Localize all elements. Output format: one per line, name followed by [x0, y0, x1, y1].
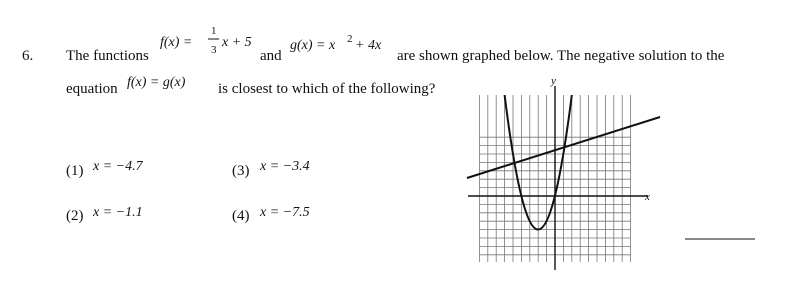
choice-label: (2) — [66, 208, 84, 224]
choice-label: (4) — [232, 208, 250, 224]
math: 3 — [211, 44, 217, 56]
choice-label: (3) — [232, 163, 250, 179]
text: and — [260, 48, 282, 64]
math: 1 — [211, 25, 217, 37]
text: are shown graphed below. The negative so… — [397, 48, 725, 64]
parabola-graph — [503, 94, 573, 231]
axis-label: y — [550, 75, 556, 87]
text: is closest to which of the following? — [218, 81, 436, 97]
axis-label: x — [644, 191, 650, 203]
math: x + 5 — [221, 35, 252, 50]
text: equation — [66, 81, 118, 97]
math: 2 — [347, 33, 353, 45]
choice-answer: x = −1.1 — [92, 205, 143, 220]
choice-answer: x = −4.7 — [92, 159, 144, 174]
choice-label: (1) — [66, 163, 84, 179]
question-number: 6. — [22, 48, 33, 64]
choice-answer: x = −7.5 — [259, 205, 310, 220]
choice-answer: x = −3.4 — [259, 159, 310, 174]
text: The functions — [66, 48, 149, 64]
math: f(x) = g(x) — [127, 75, 186, 90]
math: g(x) = x — [290, 38, 336, 53]
math: f(x) = — [160, 35, 192, 50]
math: + 4x — [355, 38, 382, 53]
